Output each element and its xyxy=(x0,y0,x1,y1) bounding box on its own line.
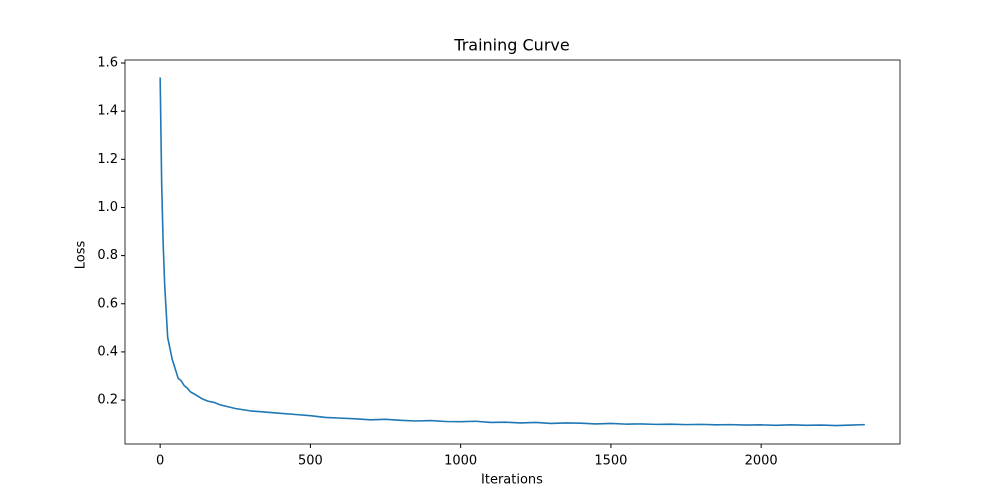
y-tick-label: 1.4 xyxy=(97,104,118,119)
y-tick-label: 0.8 xyxy=(97,248,118,263)
x-tick-label: 500 xyxy=(298,454,323,469)
x-axis-label: Iterations xyxy=(481,473,543,488)
y-tick-label: 1.6 xyxy=(97,56,118,71)
y-axis-label: Loss xyxy=(74,241,89,270)
y-tick-label: 1.0 xyxy=(97,200,118,215)
x-tick-label: 1500 xyxy=(594,454,627,469)
plot-frame xyxy=(124,59,901,445)
y-tick-label: 1.2 xyxy=(97,152,118,167)
chart-title: Training Curve xyxy=(453,36,569,55)
x-tick-label: 0 xyxy=(156,454,164,469)
x-tick-label: 1000 xyxy=(444,454,477,469)
x-tick-label: 2000 xyxy=(745,454,778,469)
y-tick-label: 0.4 xyxy=(97,344,118,359)
loss-line xyxy=(159,77,865,427)
y-tick-label: 0.6 xyxy=(97,296,118,311)
y-tick-label: 0.2 xyxy=(97,393,118,408)
